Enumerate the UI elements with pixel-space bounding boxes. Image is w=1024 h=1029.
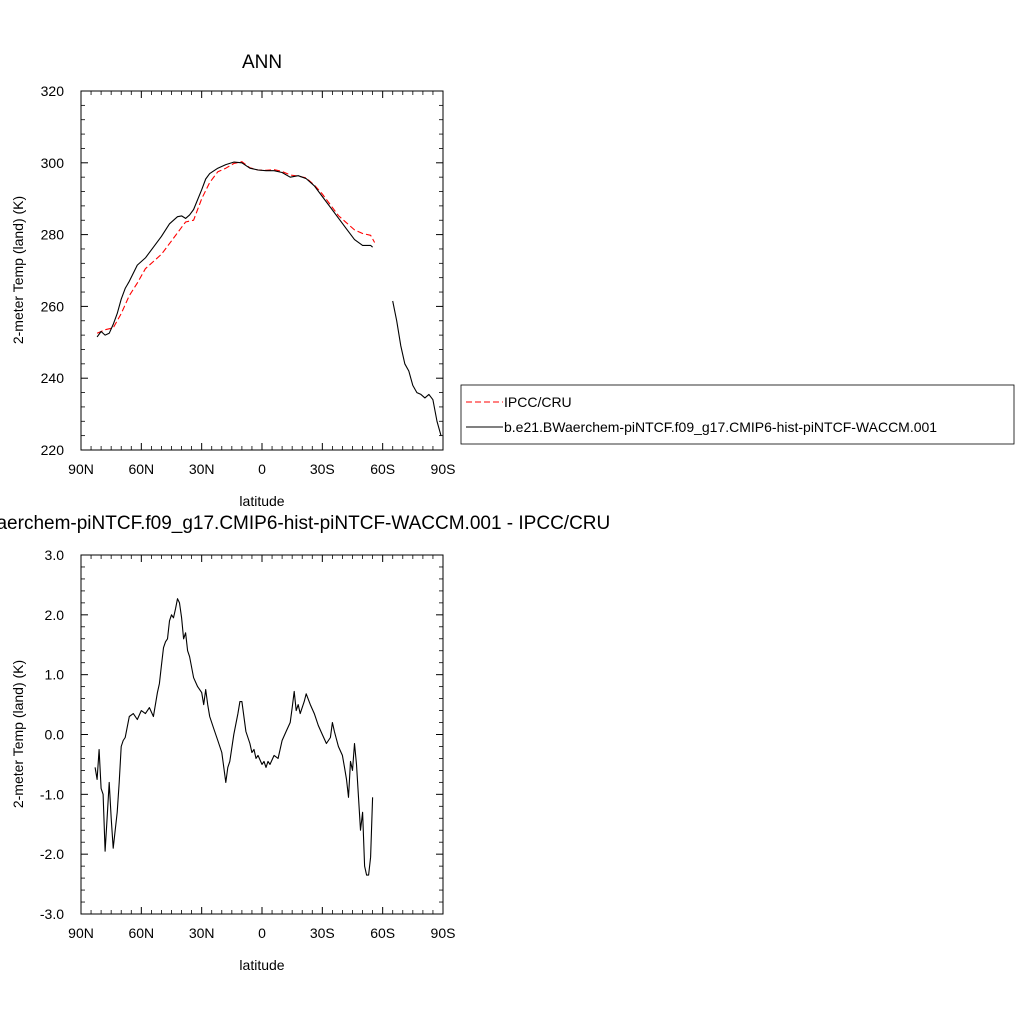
x-tick-label: 60S — [370, 461, 395, 477]
panel-2-y-axis-label: 2-meter Temp (land) (K) — [10, 660, 26, 808]
x-tick-label: 90S — [431, 461, 456, 477]
y-tick-label: 1.0 — [45, 667, 65, 683]
y-tick-label: 0.0 — [45, 727, 65, 743]
panel-1-x-axis-label: latitude — [239, 493, 284, 509]
y-tick-label: -2.0 — [40, 846, 64, 862]
x-tick-label: 0 — [258, 925, 266, 941]
panel-1-title: ANN — [242, 52, 282, 73]
x-tick-label: 30S — [310, 461, 335, 477]
zonal-temperature-panel: ANN 2-meter Temp (land) (K) latitude 90N… — [10, 52, 455, 509]
x-tick-label: 60N — [128, 925, 154, 941]
panel-1-plot-frame — [80, 90, 444, 451]
legend-label-model: b.e21.BWaerchem-piNTCF.f09_g17.CMIP6-his… — [504, 419, 937, 435]
panel-2-lines — [94, 598, 374, 876]
legend: IPCC/CRU b.e21.BWaerchem-piNTCF.f09_g17.… — [460, 384, 1015, 445]
x-tick-label: 30S — [310, 925, 335, 941]
y-tick-label: -3.0 — [40, 906, 64, 922]
y-tick-label: 240 — [41, 370, 65, 386]
panel-2-plot-frame — [80, 554, 444, 915]
x-tick-label: 60N — [128, 461, 154, 477]
y-tick-label: 3.0 — [45, 547, 65, 563]
series-line-ipcc-cru — [96, 161, 376, 334]
panel-1-y-axis-label: 2-meter Temp (land) (K) — [10, 196, 26, 344]
x-tick-label: 30N — [189, 461, 215, 477]
x-tick-label: 30N — [189, 925, 215, 941]
y-tick-label: -1.0 — [40, 786, 64, 802]
legend-box — [460, 384, 1015, 445]
panel-2-ticks: 90N 60N 30N 0 30S 60S 90S -3.0 -2.0 -1.0 0.0 1.0 2.0… — [40, 547, 456, 941]
x-tick-label: 90N — [68, 461, 94, 477]
x-tick-label: 90N — [68, 925, 94, 941]
y-tick-label: 280 — [41, 227, 65, 243]
panel-1-lines — [96, 161, 442, 436]
y-tick-label: 320 — [41, 83, 65, 99]
y-tick-label: 2.0 — [45, 607, 65, 623]
panel-2-title: b.e21.BWaerchem-piNTCF.f09_g17.CMIP6-his… — [0, 513, 610, 534]
difference-panel: b.e21.BWaerchem-piNTCF.f09_g17.CMIP6-his… — [0, 513, 610, 973]
y-tick-label: 220 — [41, 442, 65, 458]
x-tick-label: 90S — [431, 925, 456, 941]
x-tick-label: 0 — [258, 461, 266, 477]
legend-label-ipcc-cru: IPCC/CRU — [504, 394, 572, 410]
y-tick-label: 260 — [41, 298, 65, 314]
panel-2-x-axis-label: latitude — [239, 957, 284, 973]
panel-1-ticks: 90N 60N 30N 0 30S 60S 90S 220 240 260 280 300 320 — [41, 83, 456, 477]
x-tick-label: 60S — [370, 925, 395, 941]
series-line-difference — [94, 598, 374, 876]
series-line-model — [96, 161, 442, 436]
y-tick-label: 300 — [41, 155, 65, 171]
